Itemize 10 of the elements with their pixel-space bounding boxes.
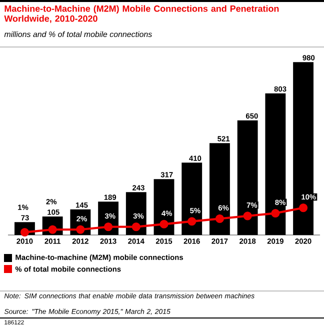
- point: [188, 217, 196, 226]
- point: [76, 225, 85, 234]
- point: [299, 204, 308, 212]
- point: [132, 222, 140, 232]
- point: [160, 220, 168, 228]
- point: [271, 208, 280, 218]
- point: [215, 214, 224, 223]
- point: [243, 212, 252, 220]
- chart-title: Machine-to-Machine (M2M) Mobile Connections and Penetration Worldwide, 2010-2020: [4, 5, 279, 24]
- point: [104, 222, 113, 232]
